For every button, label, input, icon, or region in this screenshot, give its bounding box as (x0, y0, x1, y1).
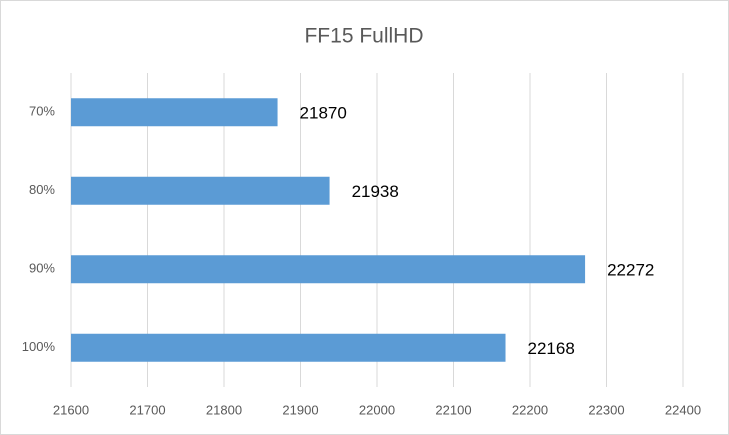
data-label: 22168 (528, 339, 575, 358)
x-tick-label: 22400 (665, 402, 701, 417)
x-tick-label: 22300 (588, 402, 624, 417)
bar (71, 176, 330, 205)
y-tick-label: 90% (29, 261, 55, 276)
data-label: 22272 (607, 261, 654, 280)
x-tick-label: 22200 (512, 402, 548, 417)
bar (71, 98, 278, 127)
x-tick-label: 22100 (435, 402, 471, 417)
data-label: 21938 (352, 182, 399, 201)
x-tick-label: 22000 (359, 402, 395, 417)
y-tick-label: 80% (29, 182, 55, 197)
y-tick-label: 70% (29, 104, 55, 119)
chart-title: FF15 FullHD (304, 25, 423, 48)
data-label: 21870 (300, 104, 347, 123)
x-tick-label: 21600 (53, 402, 89, 417)
y-tick-label: 100% (22, 339, 56, 354)
x-tick-label: 21900 (282, 402, 318, 417)
x-tick-label: 21700 (129, 402, 165, 417)
bar (71, 333, 506, 362)
x-tick-label: 21800 (206, 402, 242, 417)
bar (71, 255, 586, 284)
